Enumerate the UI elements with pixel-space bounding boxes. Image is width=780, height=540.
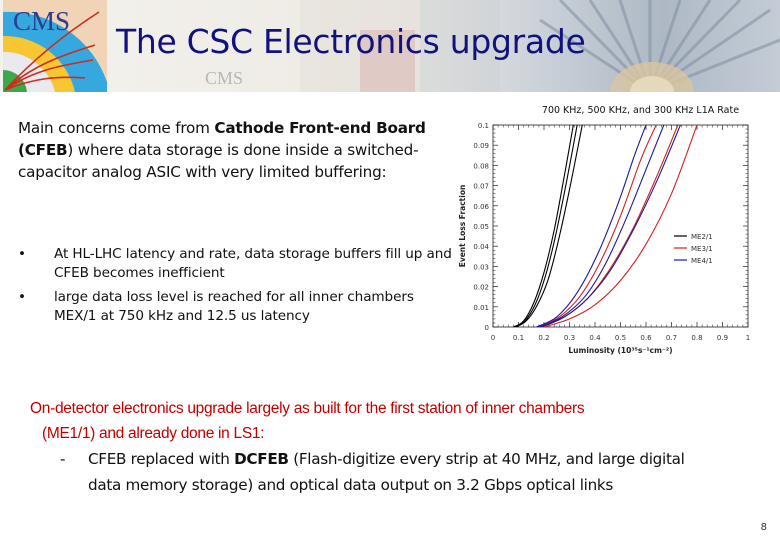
bullet-marker: • [18, 289, 26, 305]
x-tick-label: 0.8 [691, 334, 702, 342]
series-curve [538, 125, 665, 327]
y-tick-label: 0.08 [473, 162, 489, 170]
bullet-text: At HL-LHC latency and rate, data storage… [54, 246, 452, 281]
x-tick-label: 0 [491, 334, 495, 342]
x-tick-label: 0.2 [538, 334, 549, 342]
bullet-item: • large data loss level is reached for a… [18, 288, 458, 326]
series-curve [513, 125, 574, 327]
y-tick-label: 0.06 [473, 203, 489, 211]
legend-label: ME2/1 [691, 233, 713, 241]
series-curve [515, 125, 583, 327]
y-tick-label: 0.02 [473, 284, 489, 292]
series-curve [541, 125, 681, 327]
legend-label: ME4/1 [691, 257, 713, 265]
x-tick-label: 0.7 [666, 334, 677, 342]
event-loss-chart: 700 KHz, 500 KHz, and 300 KHz L1A Rate 0 0… [455, 98, 780, 360]
intro-text: Main concerns come from [18, 119, 215, 137]
y-tick-label: 0.04 [473, 243, 489, 251]
bullet-list: • At HL-LHC latency and rate, data stora… [18, 245, 458, 331]
chart-title: 700 KHz, 500 KHz, and 300 KHz L1A Rate [542, 105, 739, 116]
series-curve [514, 125, 578, 327]
y-tick-label: 0.03 [473, 263, 489, 271]
y-tick-label: 0.05 [473, 223, 489, 231]
y-tick-label: 0.07 [473, 183, 489, 191]
legend-label: ME3/1 [691, 245, 713, 253]
x-axis-label: Luminosity (10³⁵s⁻¹cm⁻²) [568, 346, 672, 355]
x-tick-label: 0.5 [615, 334, 626, 342]
x-tick-label: 0.9 [717, 334, 728, 342]
y-tick-label: 0 [485, 324, 489, 332]
upgrade-highlight: On-detector electronics upgrade largely … [30, 396, 770, 446]
bullet-text: large data loss level is reached for all… [54, 289, 414, 324]
sub-marker: - [60, 450, 66, 468]
series-curve [536, 125, 647, 327]
bullet-item: • At HL-LHC latency and rate, data stora… [18, 245, 458, 283]
y-tick-label: 0.09 [473, 142, 489, 150]
detector-background-image: CMS [205, 0, 780, 92]
upgrade-line-2: (ME1/1) and already done in LS1: [42, 425, 265, 442]
x-tick-label: 0.6 [640, 334, 652, 342]
page-number: 8 [760, 522, 767, 533]
upgrade-line-1: On-detector electronics upgrade largely … [30, 400, 585, 417]
x-tick-label: 0.1 [513, 334, 524, 342]
svg-text:CMS: CMS [13, 6, 70, 36]
plot-frame [492, 124, 749, 328]
series-curve [538, 125, 657, 327]
intro-bold-term: Cathode Front-end Board (CFEB [18, 119, 426, 159]
sub-line-2: data memory storage) and optical data ou… [88, 476, 614, 494]
intro-text-cont: ) where data storage is done inside a sw… [18, 141, 419, 181]
series-curve [543, 125, 698, 327]
sub-text: CFEB replaced with [88, 450, 235, 468]
y-tick-label: 0.01 [473, 304, 489, 312]
bullet-marker: • [18, 246, 26, 262]
sub-text-cont: (Flash-digitize every strip at 40 MHz, a… [288, 450, 685, 468]
slide-title: The CSC Electronics upgrade [116, 22, 586, 61]
y-axis-label: Event Loss Fraction [458, 185, 467, 268]
line-chart: 700 KHz, 500 KHz, and 300 KHz L1A Rate00… [458, 105, 750, 355]
sub-bold-term: DCFEB [234, 450, 289, 468]
svg-text:CMS: CMS [205, 68, 243, 88]
cms-logo: CMS [3, 0, 107, 92]
x-tick-label: 0.4 [589, 334, 601, 342]
x-tick-label: 1 [746, 334, 750, 342]
intro-paragraph: Main concerns come from Cathode Front-en… [18, 117, 438, 183]
x-tick-label: 0.3 [564, 334, 575, 342]
y-tick-label: 0.1 [478, 122, 489, 130]
upgrade-sub-item: - CFEB replaced with DCFEB (Flash-digiti… [60, 446, 764, 498]
slide-header: CMS CMS The CSC Electronics upgrade [0, 0, 780, 92]
